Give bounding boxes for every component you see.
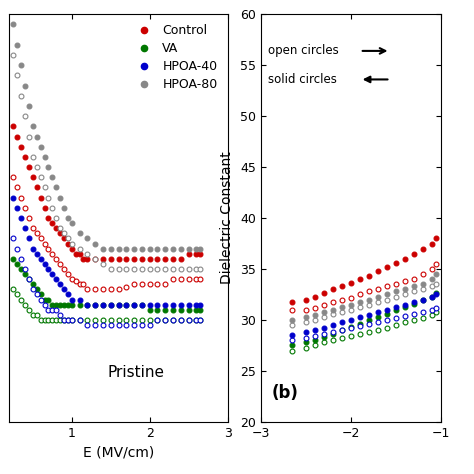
Text: solid circles: solid circles xyxy=(268,73,337,86)
Legend: Control, VA, HPOA-40, HPOA-80: Control, VA, HPOA-40, HPOA-80 xyxy=(128,20,221,95)
Text: open circles: open circles xyxy=(268,45,338,57)
X-axis label: E (MV/cm): E (MV/cm) xyxy=(83,445,154,459)
Text: Pristine: Pristine xyxy=(108,365,164,381)
Y-axis label: Dielectric Constant: Dielectric Constant xyxy=(220,152,234,284)
Text: (b): (b) xyxy=(272,384,298,402)
